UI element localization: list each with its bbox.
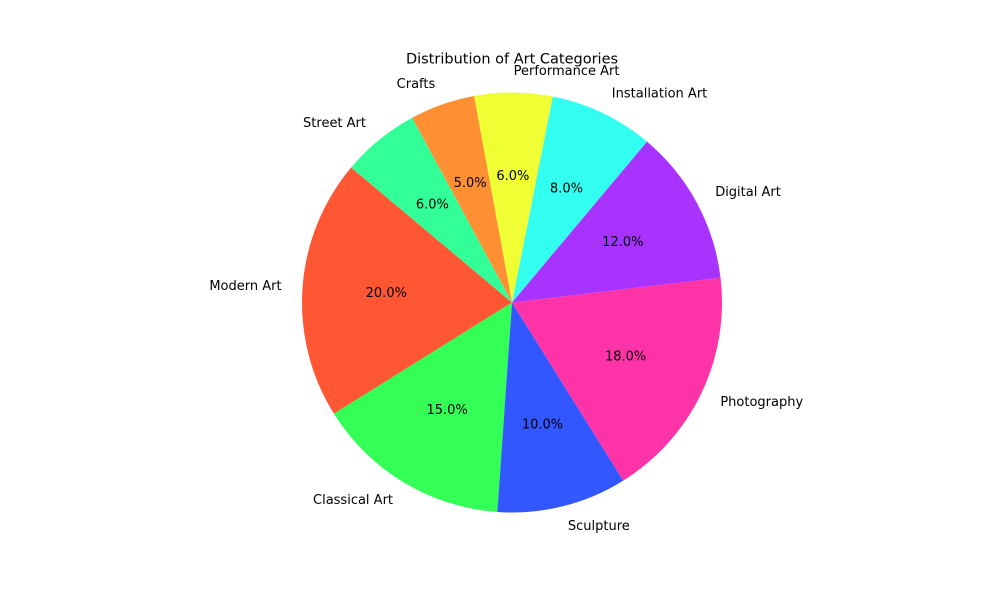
slice-label-crafts: Crafts xyxy=(397,77,436,92)
pie-slice-digital-art xyxy=(512,141,721,303)
pie-labels: Modern Art 20.0% Classical Art 15.0% Sculptu… xyxy=(209,64,803,534)
pie-slice-performance-art xyxy=(474,92,553,303)
pct-label-performance-art: 6.0% xyxy=(496,169,529,184)
pie-slice-crafts xyxy=(412,95,512,303)
pct-label-classical-art: 15.0% xyxy=(426,403,467,418)
pct-label-modern-art: 20.0% xyxy=(366,286,407,301)
pie-slice-photography xyxy=(512,277,723,481)
slice-label-photography: Photography xyxy=(720,395,803,410)
pct-label-digital-art: 12.0% xyxy=(602,235,643,250)
pie-slice-street-art xyxy=(351,117,512,303)
slice-label-installation-art: Installation Art xyxy=(612,87,707,102)
pie-slice-modern-art xyxy=(302,167,512,414)
slice-label-sculpture: Sculpture xyxy=(568,519,630,534)
pie-slice-installation-art xyxy=(512,96,647,303)
pct-label-sculpture: 10.0% xyxy=(522,417,563,432)
slice-label-digital-art: Digital Art xyxy=(715,185,781,200)
slice-label-street-art: Street Art xyxy=(303,116,366,131)
pct-label-installation-art: 8.0% xyxy=(550,181,583,196)
slice-label-classical-art: Classical Art xyxy=(313,493,393,508)
chart-title: Distribution of Art Categories xyxy=(406,52,618,68)
pct-label-photography: 18.0% xyxy=(605,349,646,364)
pct-label-crafts: 5.0% xyxy=(454,176,487,191)
pie-slice-sculpture xyxy=(497,302,624,513)
pct-label-street-art: 6.0% xyxy=(416,197,449,212)
slice-label-modern-art: Modern Art xyxy=(209,279,281,294)
slice-label-performance-art: Performance Art xyxy=(514,64,620,79)
pie-slice-classical-art xyxy=(333,302,512,512)
pie-slices xyxy=(302,92,723,513)
